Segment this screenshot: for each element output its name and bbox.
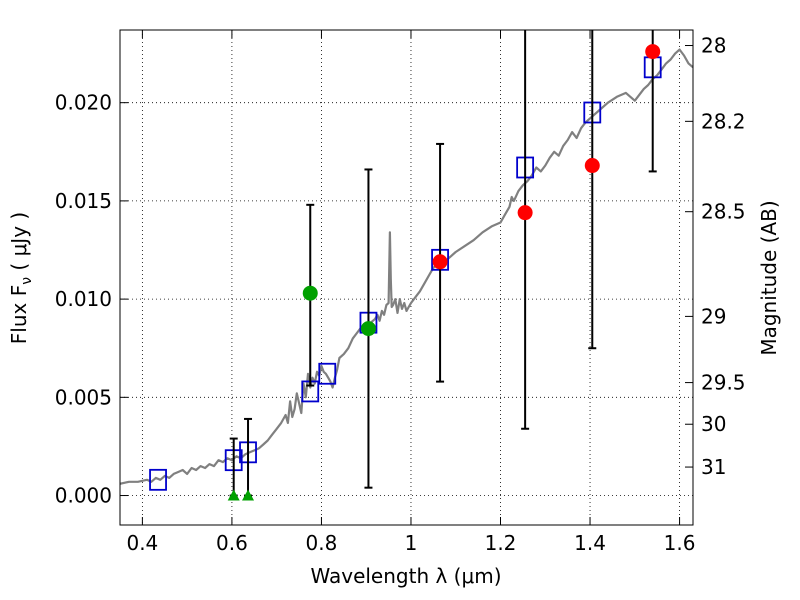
- observed-flux-point: [302, 285, 318, 301]
- mag-tick-label: 28: [701, 34, 726, 58]
- mag-tick-label: 29.5: [701, 371, 746, 395]
- mag-tick-label: 28.2: [701, 109, 746, 133]
- x-tick-label: 0.6: [216, 531, 248, 555]
- y-axis-title-main: Flux F: [7, 285, 31, 344]
- mag-tick-label: 30: [701, 412, 726, 436]
- upper-limit-marker: [227, 489, 240, 501]
- x-tick-label: 0.4: [126, 531, 158, 555]
- observed-flux-point: [432, 254, 448, 270]
- y-axis-title-sub: ν: [19, 277, 35, 285]
- y-axis-title-unit: ( μJy ): [7, 212, 31, 277]
- upper-limit-marker: [242, 489, 255, 501]
- observed-flux-point: [360, 321, 376, 337]
- mag-tick-label: 31: [701, 455, 726, 479]
- mag-tick-label: 28.5: [701, 200, 746, 224]
- y-tick-label: 0.005: [55, 385, 112, 409]
- mag-tick-label: 29: [701, 304, 726, 328]
- spectrum-line: [120, 48, 693, 485]
- plot-area: [120, 30, 693, 501]
- grid: [120, 30, 693, 525]
- plot-frame: [119, 29, 694, 526]
- x-tick-label: 1.6: [664, 531, 696, 555]
- x-axis-title: Wavelength λ (μm): [310, 564, 501, 588]
- observed-flux-point: [645, 44, 661, 60]
- observed-flux-point: [584, 158, 600, 174]
- y-tick-label: 0.020: [55, 91, 112, 115]
- model-photometry-point: [318, 362, 337, 385]
- x-tick-label: 1.4: [574, 531, 606, 555]
- observed-flux-point: [517, 205, 533, 221]
- ticks: 0.4 0.6 0.8 1 1.2 1.4 1.6 0.000 0.005 0.010 0.015 0…: [55, 30, 746, 555]
- y2-axis-title: Magnitude (AB): [757, 200, 781, 355]
- x-tick-label: 1: [405, 531, 418, 555]
- y-tick-label: 0.000: [55, 484, 112, 508]
- y-axis-title: Flux Fν ( μJy ): [7, 212, 35, 344]
- x-tick-label: 1.2: [485, 531, 517, 555]
- model-photometry-point: [149, 468, 167, 491]
- x-tick-label: 0.8: [306, 531, 338, 555]
- y-tick-label: 0.015: [55, 189, 112, 213]
- y-tick-label: 0.010: [55, 287, 112, 311]
